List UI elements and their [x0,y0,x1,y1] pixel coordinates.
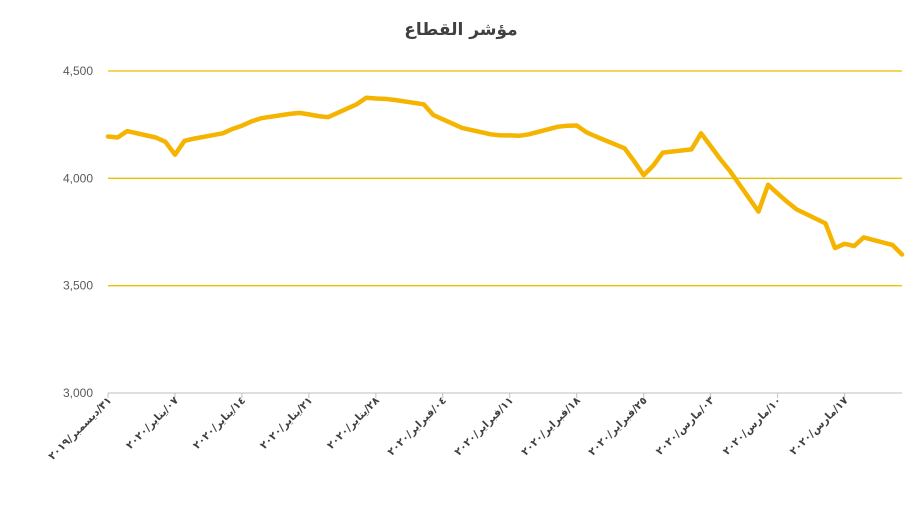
chart-title: مؤشر القطاع [404,20,518,40]
y-tick-label: 3,000 [63,386,93,400]
x-tick-label: ٠٧/يناير/٢٠٢٠ [124,394,182,452]
y-tick-label: 4,000 [63,171,93,185]
x-tick-label: ٠٤/فبراير/٢٠٢٠ [385,395,449,459]
x-tick-label: ٢١/يناير/٢٠٢٠ [258,395,315,452]
series-line [105,95,905,257]
x-tick-label: ١١/فبراير/٢٠٢٠ [452,395,516,459]
x-tick-label: ٣١/ديسمبر/٢٠١٩ [46,395,114,463]
x-tick-label: ١٨/فبراير/٢٠٢٠ [519,394,583,458]
y-tick-label: 4,500 [63,64,93,78]
x-tick-label: ٢٥/فبراير/٢٠٢٠ [586,395,650,459]
x-tick-label: ١٧/مارس/٢٠٢٠ [788,394,851,457]
x-tick-label: ٠٣/مارس/٢٠٢٠ [654,394,717,457]
x-tick-label: ٢٨/يناير/٢٠٢٠ [325,394,383,452]
x-tick-label: ١٠/مارس/٢٠٢٠ [721,395,784,458]
y-tick-label: 3,500 [63,279,93,293]
x-tick-label: ١٤/يناير/٢٠٢٠ [191,395,248,452]
